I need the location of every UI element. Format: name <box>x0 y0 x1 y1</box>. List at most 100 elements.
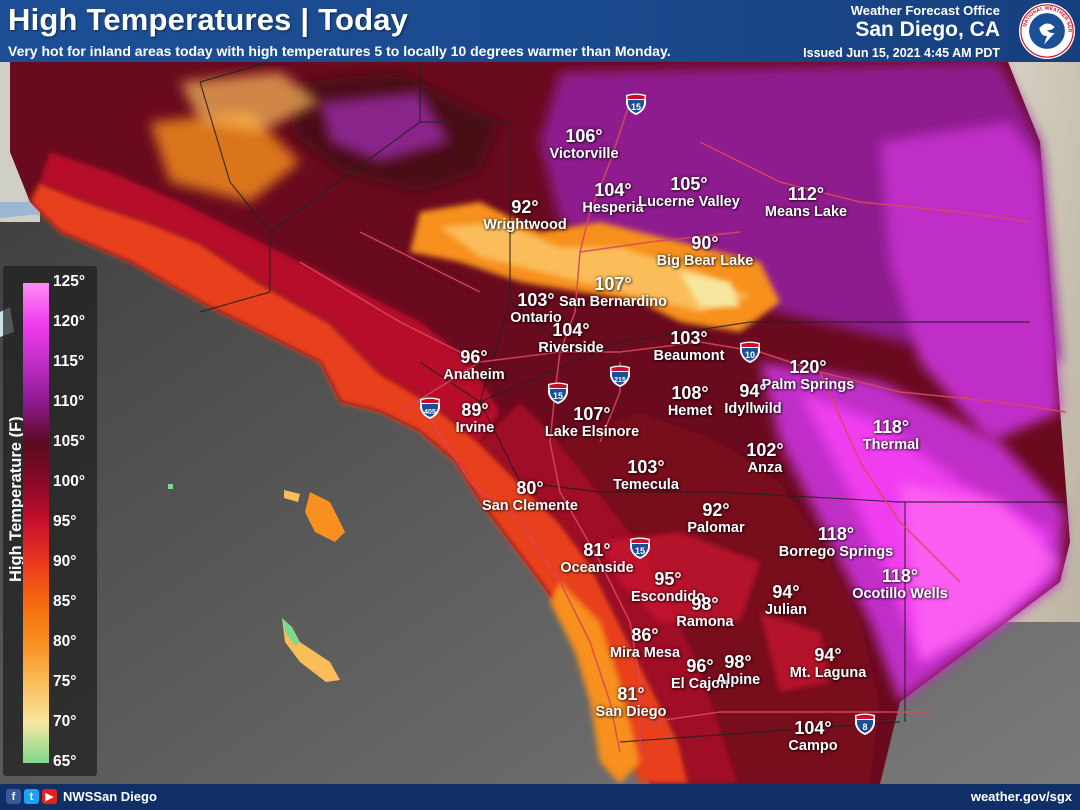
city-temperature: 106° <box>565 126 603 146</box>
city-name: Victorville <box>549 146 619 162</box>
legend-tick: 115° <box>53 353 85 370</box>
city-label: 118° Ocotillo Wells <box>852 566 948 603</box>
city-name: Irvine <box>455 420 495 436</box>
legend-swatch <box>23 723 49 763</box>
youtube-icon[interactable]: ▶ <box>42 789 57 804</box>
city-label: 102° Anza <box>746 440 783 477</box>
legend-tick: 120° <box>53 313 86 330</box>
city-temperature: 107° <box>573 404 611 424</box>
legend-swatch <box>23 323 49 363</box>
city-label: 104° Campo <box>788 718 837 755</box>
svg-text:8: 8 <box>862 722 867 732</box>
city-temperature: 94° <box>772 582 800 602</box>
city-name: Mt. Laguna <box>789 665 867 681</box>
city-temperature: 96° <box>686 656 714 676</box>
twitter-icon[interactable]: t <box>24 789 39 804</box>
footer: f t ▶ NWSSan Diego weather.gov/sgx <box>0 784 1080 810</box>
interstate-shield-icon: 15 <box>630 537 650 559</box>
legend-swatch <box>23 443 49 483</box>
social-links: f t ▶ NWSSan Diego <box>6 789 157 804</box>
legend-swatch <box>23 683 49 723</box>
city-label: 118° Thermal <box>863 417 919 454</box>
social-handle[interactable]: NWSSan Diego <box>63 789 157 804</box>
city-name: San Clemente <box>482 498 578 514</box>
city-name: San Bernardino <box>559 294 667 310</box>
interstate-shield-icon: 15 <box>626 93 646 115</box>
svg-text:405: 405 <box>424 409 436 416</box>
city-temperature: 80° <box>516 478 544 498</box>
city-label: 105° Lucerne Valley <box>638 174 740 211</box>
city-label: 103° Ontario <box>510 290 562 327</box>
city-label: 86° Mira Mesa <box>610 625 680 662</box>
city-name: Temecula <box>613 477 679 493</box>
legend-tick: 65° <box>53 753 77 770</box>
city-temperature: 112° <box>787 184 825 204</box>
city-name: San Diego <box>595 704 667 720</box>
legend-swatch <box>23 603 49 643</box>
city-temperature: 103° <box>670 328 708 348</box>
city-name: Hemet <box>667 403 713 419</box>
interstate-shield-icon: 405 <box>420 397 440 419</box>
facebook-icon[interactable]: f <box>6 789 21 804</box>
city-temperature: 118° <box>872 417 910 437</box>
city-temperature: 98° <box>724 652 752 672</box>
forecast-area-land <box>10 62 1070 784</box>
website-link[interactable]: weather.gov/sgx <box>970 789 1072 804</box>
city-temperature: 108° <box>671 383 709 403</box>
legend-tick: 85° <box>53 593 77 610</box>
map-canvas <box>0 62 1080 784</box>
city-temperature: 92° <box>702 500 730 520</box>
svg-text:15: 15 <box>631 102 641 112</box>
svg-text:215: 215 <box>614 377 626 384</box>
temperature-map <box>0 62 1080 784</box>
city-label: 89° Irvine <box>456 400 495 437</box>
legend-tick: 80° <box>53 633 77 650</box>
header: High Temperatures | Today Very hot for i… <box>0 0 1080 62</box>
city-label: 107° Lake Elsinore <box>545 404 639 441</box>
issued-time: Issued Jun 15, 2021 4:45 AM PDT <box>803 46 1000 60</box>
legend-tick: 125° <box>53 273 86 290</box>
city-label: 81° San Diego <box>596 684 667 721</box>
city-label: 107° San Bernardino <box>559 274 667 311</box>
city-label: 98° Alpine <box>716 652 760 689</box>
city-label: 103° Beaumont <box>654 328 725 365</box>
city-temperature: 94° <box>739 381 767 401</box>
legend-tick: 105° <box>53 433 86 450</box>
city-name: Ontario <box>510 310 562 326</box>
interstate-shield-icon: 8 <box>855 713 875 735</box>
city-name: Big Bear Lake <box>656 253 754 269</box>
city-temperature: 102° <box>746 440 784 460</box>
city-temperature: 96° <box>460 347 488 367</box>
city-temperature: 90° <box>691 233 719 253</box>
city-label: 90° Big Bear Lake <box>657 233 754 270</box>
legend-swatch <box>23 283 49 323</box>
city-temperature: 89° <box>461 400 489 420</box>
city-temperature: 103° <box>517 290 555 310</box>
city-temperature: 118° <box>881 566 919 586</box>
city-label: 95° Escondido <box>631 569 705 606</box>
city-label: 92° Wrightwood <box>483 197 567 234</box>
legend-swatch <box>23 403 49 443</box>
city-temperature: 103° <box>627 457 665 477</box>
city-label: 112° Means Lake <box>765 184 847 221</box>
city-label: 120° Palm Springs <box>762 357 855 394</box>
city-temperature: 105° <box>670 174 708 194</box>
city-temperature: 95° <box>654 569 682 589</box>
city-label: 80° San Clemente <box>482 478 578 515</box>
legend-swatch <box>23 363 49 403</box>
city-name: El Cajon <box>670 676 730 692</box>
city-name: Escondido <box>630 589 706 605</box>
county-borders <box>199 62 1066 743</box>
city-name: Ocotillo Wells <box>852 586 948 602</box>
city-temperature: 98° <box>691 594 719 614</box>
svg-text:10: 10 <box>745 350 755 360</box>
city-name: Lake Elsinore <box>544 424 640 440</box>
city-temperature: 81° <box>617 684 645 704</box>
office-name: San Diego, CA <box>855 18 1000 41</box>
office-block: Weather Forecast Office San Diego, CA Is… <box>803 3 1000 60</box>
city-name: Oceanside <box>560 560 634 576</box>
legend-swatch <box>23 523 49 563</box>
city-label: 103° Temecula <box>613 457 679 494</box>
office-label: Weather Forecast Office <box>850 3 1000 18</box>
legend-tick: 75° <box>53 673 77 690</box>
